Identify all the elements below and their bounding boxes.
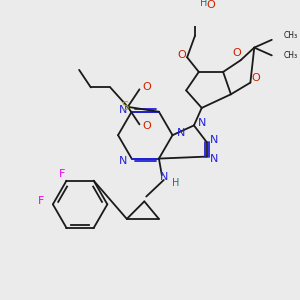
Text: O: O <box>142 82 151 92</box>
Text: N: N <box>177 128 185 138</box>
Text: F: F <box>58 169 65 179</box>
Text: N: N <box>210 154 219 164</box>
Text: H: H <box>200 0 207 8</box>
Text: O: O <box>252 73 261 83</box>
Text: O: O <box>232 48 241 59</box>
Text: N: N <box>119 155 127 166</box>
Text: CH₃: CH₃ <box>284 51 298 60</box>
Text: F: F <box>38 196 44 206</box>
Text: H: H <box>172 178 179 188</box>
Text: N: N <box>197 118 206 128</box>
Text: O: O <box>142 121 151 131</box>
Text: O: O <box>177 50 186 60</box>
Text: N: N <box>160 172 168 182</box>
Text: O: O <box>207 0 215 10</box>
Text: N: N <box>119 105 127 115</box>
Text: CH₃: CH₃ <box>284 32 298 40</box>
Text: N: N <box>210 135 219 145</box>
Text: S: S <box>121 100 128 113</box>
